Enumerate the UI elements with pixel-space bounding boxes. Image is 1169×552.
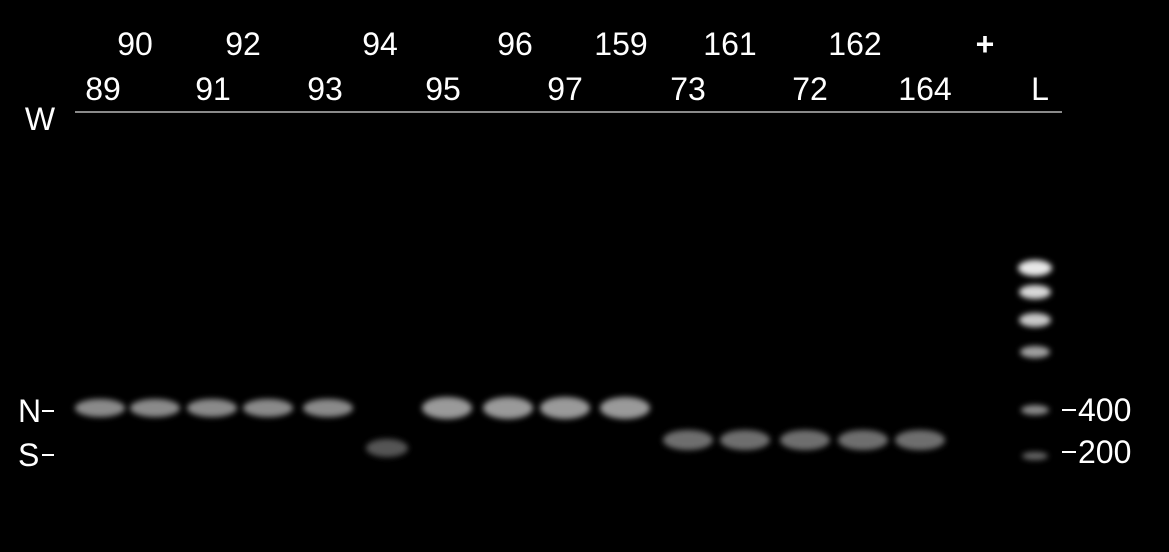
lane-label: 73 [670,71,706,107]
gel-figure: W 89 90 91 92 93 94 95 96 97 159 73 161 72162 164 + L NS 4… [0,0,1169,552]
lane-label: 162 [828,26,881,62]
band-marker: S [18,437,39,473]
band [1019,285,1051,299]
lane-label: 93 [307,71,343,107]
band [720,430,770,450]
band [130,399,180,417]
band [600,397,650,419]
band [483,397,533,419]
lane-label: W [25,101,56,137]
band [187,399,237,417]
band [540,397,590,419]
lane-label: 164 [898,71,951,107]
band [1020,346,1050,358]
band [243,399,293,417]
lane-label: 90 [117,26,153,62]
lane-label: 95 [425,71,461,107]
band [1021,405,1049,415]
band [303,399,353,417]
lane-label: 159 [594,26,647,62]
lane-label: + [976,26,995,62]
band [1018,260,1052,276]
band [780,430,830,450]
band [1022,452,1048,460]
lane-label: 91 [195,71,231,107]
band [1019,313,1051,327]
lane-label: L [1031,71,1049,107]
band [366,439,408,457]
size-marker: 200 [1078,434,1131,470]
band [663,430,713,450]
lane-label: 97 [547,71,583,107]
lane-label: 96 [497,26,533,62]
band [838,430,888,450]
band [895,430,945,450]
lane-label: 92 [225,26,261,62]
band [422,397,472,419]
size-marker: 400 [1078,392,1131,428]
band-marker: N [18,393,41,429]
lane-label: 94 [362,26,398,62]
band [75,399,125,417]
gel-background [0,0,1169,552]
lane-label: 89 [85,71,121,107]
lane-label: 161 [703,26,756,62]
lane-label: 72 [792,71,828,107]
